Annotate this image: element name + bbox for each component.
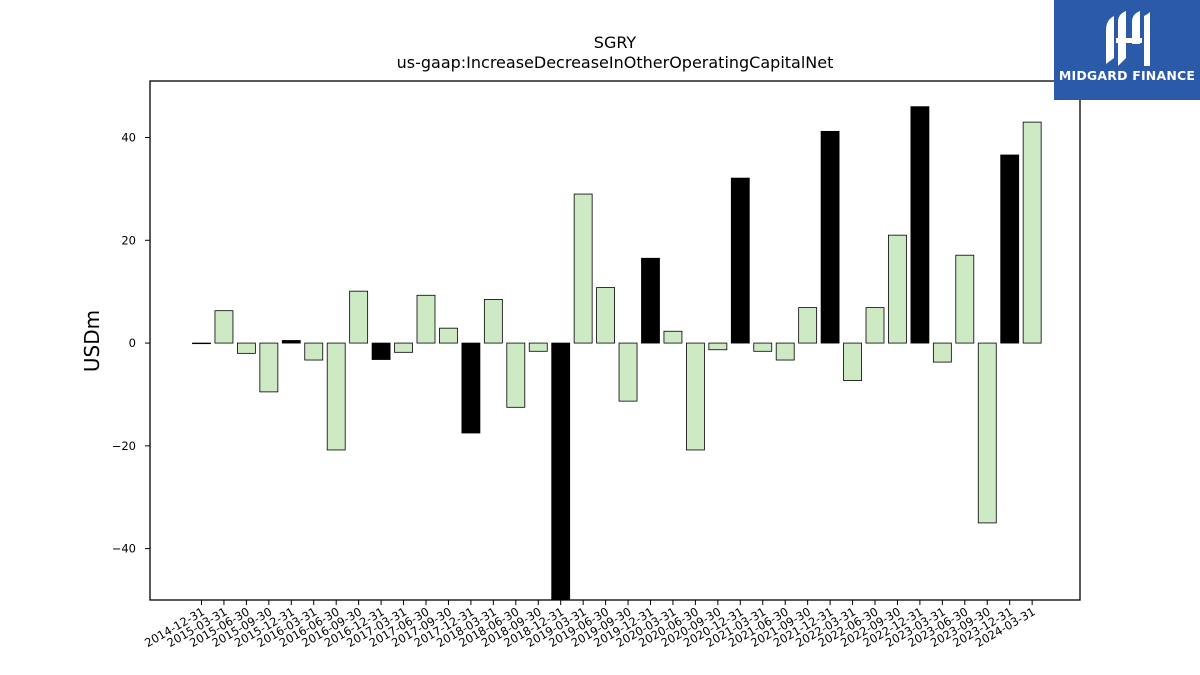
y-tick-label: 40	[121, 131, 136, 145]
bar-2015-09-30	[259, 342, 279, 393]
bar-2019-12-31	[641, 257, 660, 344]
logo-text: MIDGARD FINANCE	[1058, 68, 1196, 83]
y-axis-label: USDm	[80, 310, 104, 372]
bar-2022-09-30	[888, 234, 907, 344]
bar-2018-03-31	[483, 298, 503, 344]
bar-2019-06-30	[596, 287, 615, 344]
bar-2020-12-31	[730, 177, 750, 344]
bar-2016-06-30	[326, 342, 346, 451]
bar-2021-06-30	[775, 342, 795, 361]
bar-2023-09-30	[977, 342, 997, 524]
bar-2017-09-30	[439, 327, 458, 344]
bar-2022-03-31	[843, 342, 862, 381]
plot-frame	[149, 80, 1081, 601]
bar-2015-06-30	[236, 342, 256, 354]
bar-2020-06-30	[686, 342, 705, 451]
bar-2022-06-30	[865, 307, 885, 344]
bar-2018-06-30	[506, 342, 526, 408]
chart-title: SGRY	[594, 33, 637, 52]
bar-2015-03-31	[214, 310, 234, 344]
bar-2017-12-31	[461, 342, 481, 434]
y-tick-label: 0	[129, 336, 136, 350]
bar-2021-09-30	[798, 307, 818, 344]
bar-2020-03-31	[663, 330, 683, 344]
y-ticks: −40 −20 0 20 40	[112, 131, 150, 556]
y-tick-label: −40	[112, 542, 136, 556]
bar-2023-12-31	[1000, 154, 1020, 344]
x-ticks: 2014-12-312015-03-312015-06-302015-09-30…	[142, 600, 1038, 650]
bar-2023-03-31	[932, 342, 952, 363]
midgard-finance-logo: MIDGARD FINANCE	[1054, 0, 1200, 100]
chart-subtitle: us-gaap:IncreaseDecreaseInOtherOperating…	[397, 53, 834, 72]
bar-2016-09-30	[349, 290, 369, 344]
midgard-logo-icon	[1106, 11, 1150, 66]
bar-2016-12-31	[371, 342, 391, 360]
y-tick-label: −20	[112, 439, 136, 453]
bar-2017-06-30	[416, 294, 436, 344]
bar-2016-03-31	[304, 342, 324, 361]
bar-2015-12-31	[281, 340, 301, 344]
bar-2021-12-31	[820, 130, 840, 344]
bar-2019-09-30	[618, 342, 638, 402]
bar-2014-12-31	[192, 342, 211, 345]
bar-2021-03-31	[753, 342, 773, 352]
bar-2023-06-30	[955, 254, 975, 344]
bar-2018-09-30	[528, 342, 548, 352]
bar-2018-12-31	[551, 342, 571, 601]
bar-2017-03-31	[394, 342, 413, 353]
bar-2024-03-31	[1022, 121, 1042, 344]
bar-2022-12-31	[910, 106, 930, 344]
bars-group	[192, 106, 1042, 601]
bar-2019-03-31	[573, 193, 593, 344]
bar-2020-09-30	[708, 342, 728, 351]
y-tick-label: 20	[121, 233, 136, 247]
